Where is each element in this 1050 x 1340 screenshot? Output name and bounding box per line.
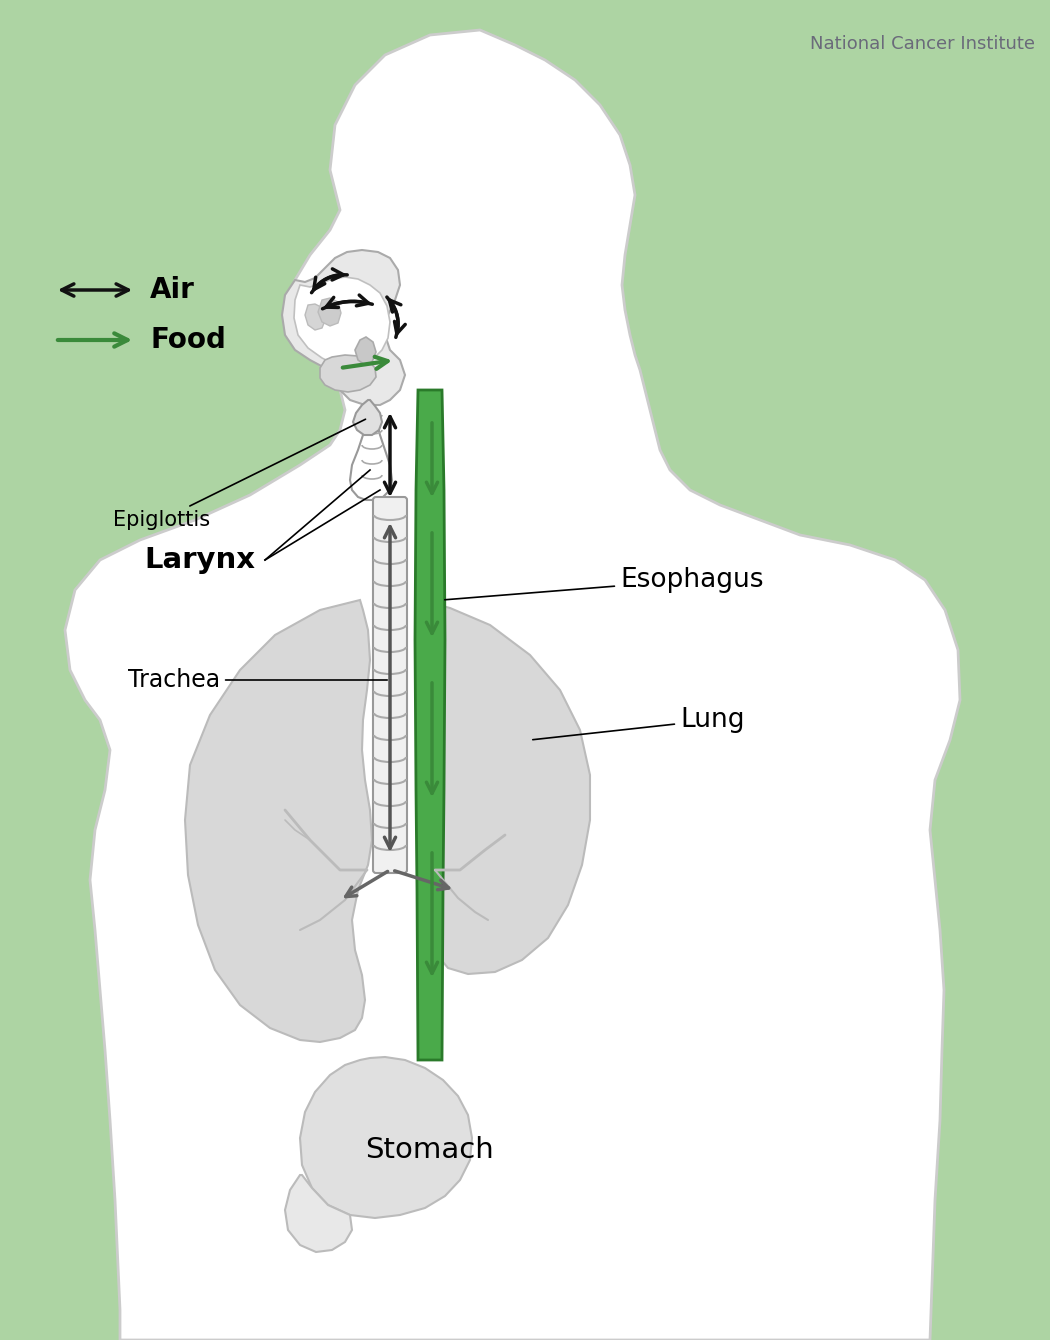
Text: National Cancer Institute: National Cancer Institute [810,35,1035,54]
Polygon shape [185,600,372,1043]
Polygon shape [318,297,341,326]
FancyBboxPatch shape [373,497,407,872]
Polygon shape [420,600,590,974]
Polygon shape [300,1057,472,1218]
Text: Larynx: Larynx [144,545,255,574]
Text: Esophagus: Esophagus [445,567,763,600]
Text: Lung: Lung [532,708,744,740]
Polygon shape [415,390,445,1060]
Polygon shape [304,304,326,330]
Polygon shape [350,405,392,500]
Polygon shape [353,401,382,436]
Polygon shape [282,251,405,405]
Text: Air: Air [150,276,195,304]
Polygon shape [355,336,376,364]
Text: Epiglottis: Epiglottis [113,419,365,531]
Polygon shape [294,277,390,369]
Polygon shape [285,1175,352,1252]
Text: Food: Food [150,326,226,354]
Polygon shape [65,29,960,1340]
Text: Trachea: Trachea [128,669,387,691]
Text: Stomach: Stomach [365,1136,495,1164]
Polygon shape [320,355,376,393]
